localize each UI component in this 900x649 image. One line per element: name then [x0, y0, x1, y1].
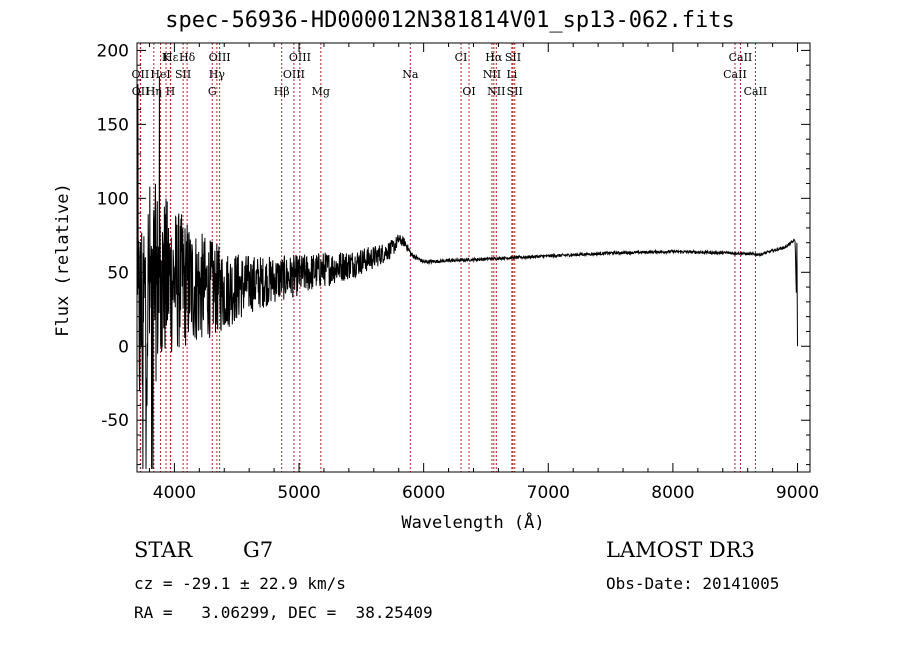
y-tick-label: 50 — [107, 263, 129, 283]
object-subclass: G7 — [243, 538, 274, 562]
line-label: Hε — [163, 51, 179, 64]
line-label: Hγ — [209, 68, 226, 81]
y-axis-label: Flux (relative) — [53, 183, 73, 337]
survey-name: LAMOST DR3 — [606, 538, 755, 562]
line-label: OII — [132, 85, 150, 98]
y-tick-label: 200 — [97, 41, 129, 61]
line-label: CaII — [729, 51, 753, 64]
line-label: Hβ — [274, 85, 290, 98]
y-tick-label: 100 — [97, 189, 129, 209]
line-label: OIII — [289, 51, 311, 64]
spectrum-series — [137, 76, 798, 470]
coords-text: RA = 3.06299, DEC = 38.25409 — [134, 603, 433, 622]
line-label: HeI — [150, 68, 170, 81]
line-markers — [139, 43, 756, 472]
line-label: Na — [402, 68, 419, 81]
x-axis-ticks: 4000 5000 6000 7000 8000 9000 — [148, 43, 819, 503]
x-tick-label: 6000 — [402, 483, 445, 503]
x-tick-label: 8000 — [651, 483, 694, 503]
line-label: Li — [506, 68, 517, 81]
line-label: H — [166, 85, 176, 98]
redshift-text: cz = -29.1 ± 22.9 km/s — [134, 574, 346, 593]
line-label: CaII — [744, 85, 768, 98]
line-label: G — [208, 85, 217, 98]
line-label: OII — [132, 68, 150, 81]
x-tick-label: 5000 — [277, 483, 320, 503]
obs-date-text: Obs-Date: 20141005 — [606, 574, 780, 593]
line-label: Hη — [146, 85, 162, 98]
line-label: CaII — [723, 68, 747, 81]
y-axis-ticks: -50 0 50 100 150 200 — [97, 41, 810, 466]
y-tick-label: -50 — [101, 411, 129, 431]
line-label: SII — [507, 85, 523, 98]
line-label: Hα — [485, 51, 503, 64]
line-label: CI — [455, 51, 468, 64]
line-label: OI — [462, 85, 475, 98]
x-axis-label: Wavelength (Å) — [401, 511, 544, 533]
x-tick-label: 7000 — [527, 483, 570, 503]
line-label: SII — [175, 68, 191, 81]
line-label: Mg — [312, 85, 330, 98]
y-tick-label: 150 — [97, 115, 129, 135]
object-class: STAR — [134, 538, 193, 562]
y-tick-label: 0 — [118, 337, 129, 357]
x-tick-label: 4000 — [153, 483, 196, 503]
line-label: OIII — [209, 51, 231, 64]
line-label: SII — [505, 51, 521, 64]
line-label: NII — [483, 68, 501, 81]
line-label: K — [162, 51, 171, 64]
x-tick-label: 9000 — [776, 483, 819, 503]
line-label: OIII — [283, 68, 305, 81]
line-label: NII — [487, 85, 505, 98]
chart-title: spec-56936-HD000012N381814V01_sp13-062.f… — [165, 8, 735, 33]
line-label: Hδ — [179, 51, 196, 64]
